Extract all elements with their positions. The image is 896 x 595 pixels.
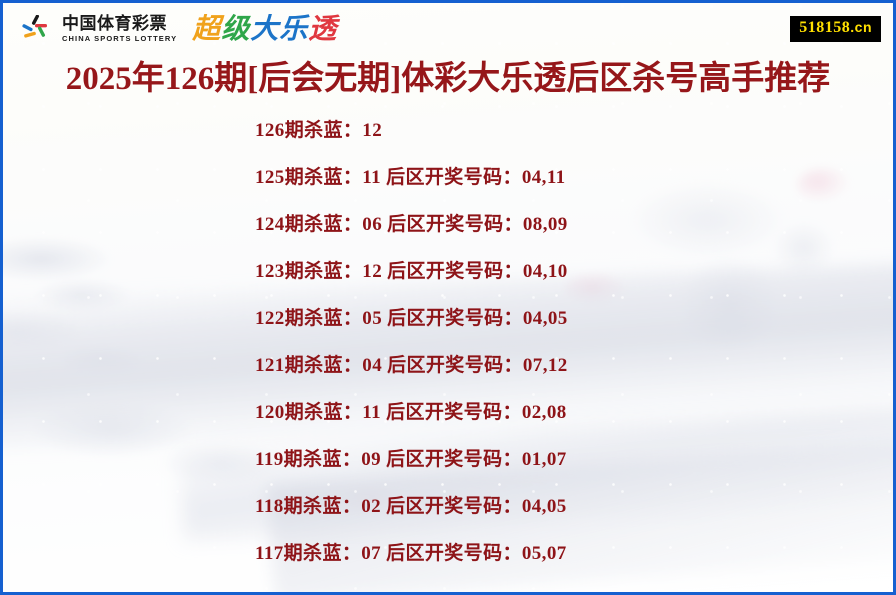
list-item-draw: 后区开奖号码：04,05	[386, 496, 567, 518]
brand-name-cn: 中国体育彩票	[62, 13, 167, 34]
list-item-issue: 123期杀蓝：12	[255, 261, 383, 283]
list-item-issue: 126期杀蓝：12	[255, 120, 383, 142]
prediction-list: 126期杀蓝：12 125期杀蓝：11 后区开奖号码：04,11 124期杀蓝：0…	[3, 121, 893, 591]
page-title: 2025年126期[后会无期]体彩大乐透后区杀号高手推荐	[65, 61, 831, 97]
list-item-draw: 后区开奖号码：02,08	[386, 402, 567, 424]
list-item-issue: 119期杀蓝：09	[255, 449, 382, 471]
list-item-draw: 后区开奖号码：04,10	[387, 261, 568, 283]
list-item-draw: 后区开奖号码：07,12	[387, 355, 568, 377]
brand-product-name: 超级大乐透	[192, 15, 337, 43]
list-item: 118期杀蓝：02 后区开奖号码：04,05	[255, 497, 893, 544]
background-snowfall	[3, 3, 893, 592]
list-item: 124期杀蓝：06 后区开奖号码：08,09	[255, 215, 893, 262]
list-item: 126期杀蓝：12	[255, 121, 893, 168]
list-item-draw: 后区开奖号码：01,07	[386, 449, 567, 471]
brand-lockup[interactable]: 中国体育彩票 CHINA SPORTS LOTTERY 超级大乐透	[21, 15, 337, 43]
background-photo	[3, 3, 893, 592]
site-watermark-badge[interactable]: 518158.cn	[790, 16, 881, 42]
brand-product-char-3: 大	[250, 12, 280, 45]
brand-product-char-5: 透	[308, 12, 338, 45]
list-item: 120期杀蓝：11 后区开奖号码：02,08	[255, 403, 893, 450]
list-item-issue: 120期杀蓝：11	[255, 402, 382, 424]
brand-product-char-4: 乐	[279, 12, 309, 45]
site-header: 中国体育彩票 CHINA SPORTS LOTTERY 超级大乐透 518158…	[3, 3, 893, 55]
list-item: 117期杀蓝：07 后区开奖号码：05,07	[255, 544, 893, 591]
list-item-issue: 124期杀蓝：06	[255, 214, 383, 236]
list-item: 122期杀蓝：05 后区开奖号码：04,05	[255, 309, 893, 356]
brand-product-char-2: 级	[221, 12, 251, 45]
list-item: 123期杀蓝：12 后区开奖号码：04,10	[255, 262, 893, 309]
brand-name-en: CHINA SPORTS LOTTERY	[62, 33, 178, 43]
list-item-issue: 118期杀蓝：02	[255, 496, 382, 518]
list-item-draw: 后区开奖号码：04,11	[386, 167, 566, 189]
site-watermark-tld: .cn	[850, 19, 872, 36]
list-item: 119期杀蓝：09 后区开奖号码：01,07	[255, 450, 893, 497]
list-item-issue: 121期杀蓝：04	[255, 355, 383, 377]
list-item-issue: 125期杀蓝：11	[255, 167, 382, 189]
list-item-issue: 117期杀蓝：07	[255, 543, 382, 565]
list-item-issue: 122期杀蓝：05	[255, 308, 383, 330]
china-sports-lottery-emblem-icon	[22, 15, 47, 38]
list-item-draw: 后区开奖号码：08,09	[387, 214, 568, 236]
brand-product-char-1: 超	[192, 12, 222, 45]
list-item-draw: 后区开奖号码：05,07	[386, 543, 567, 565]
list-item: 125期杀蓝：11 后区开奖号码：04,11	[255, 168, 893, 215]
brand-text-block: 中国体育彩票 CHINA SPORTS LOTTERY	[62, 13, 178, 43]
site-watermark-name: 518158	[799, 19, 851, 37]
list-item-draw: 后区开奖号码：04,05	[387, 308, 568, 330]
background-white-wash	[3, 3, 893, 592]
list-item: 121期杀蓝：04 后区开奖号码：07,12	[255, 356, 893, 403]
